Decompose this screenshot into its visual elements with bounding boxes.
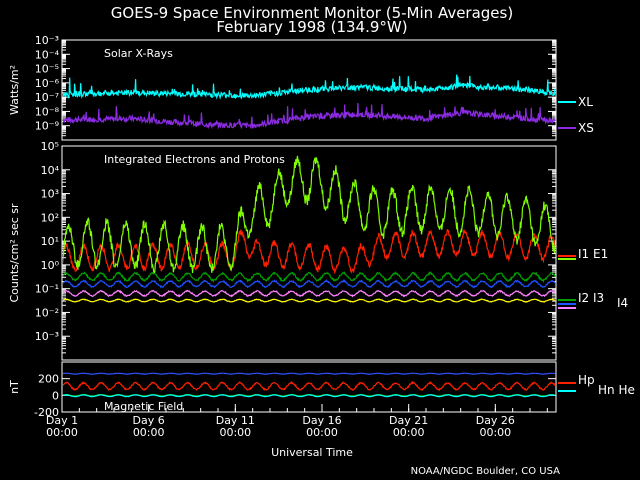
legend-label-hp: Hp <box>578 373 595 387</box>
magnetic-tick-label: 0 <box>52 389 59 402</box>
xray-tick-label: 10⁻⁶ <box>35 77 60 90</box>
magnetic-series-group <box>63 372 555 398</box>
magnetic-series-hn <box>63 394 555 398</box>
xray-tick-label: 10⁻³ <box>35 34 59 47</box>
x-tick-sublabel: 00:00 <box>479 426 511 439</box>
x-tick-label: Day 26 <box>476 414 515 427</box>
legend-label-i2-i3: I2 I3 <box>578 291 604 305</box>
credit-text: NOAA/NGDC Boulder, CO USA <box>411 466 561 477</box>
magnetic-ylabel: nT <box>8 380 21 394</box>
particles-name: Integrated Electrons and Protons <box>104 153 285 166</box>
x-tick-sublabel: 00:00 <box>133 426 165 439</box>
particles-panel: Integrated Electrons and Protons Counts/c… <box>8 140 628 361</box>
xray-series-xl <box>63 74 555 100</box>
xray-tick-label: 10⁻⁷ <box>35 91 59 104</box>
x-axis-label: Universal Time <box>271 446 353 459</box>
xray-tick-label: 10⁻⁹ <box>35 120 59 133</box>
xray-series-group <box>63 74 555 130</box>
legend-label-xs: XS <box>578 121 594 135</box>
particles-series-i2 <box>63 271 555 283</box>
xray-tick-label: 10⁻⁴ <box>35 48 60 61</box>
magnetic-frame <box>61 361 557 413</box>
particles-tick-label: 10⁻¹ <box>35 283 59 296</box>
x-tick-label: Day 1 <box>46 414 78 427</box>
particles-series-e1 <box>63 155 555 274</box>
xray-tick-label: 10⁻⁸ <box>35 105 60 118</box>
legend-label-xl: XL <box>578 95 593 109</box>
x-tick-sublabel: 00:00 <box>219 426 251 439</box>
magnetic-name: Magnetic Field <box>104 400 183 413</box>
particles-frame <box>61 145 557 361</box>
particles-series-i3 <box>63 279 555 289</box>
x-tick-sublabel: 00:00 <box>306 426 338 439</box>
particles-series-group <box>63 155 555 303</box>
magnetic-tick-label: -200 <box>34 406 59 419</box>
magnetic-series-unlabeled <box>63 372 555 375</box>
particles-top-label: 10⁵ <box>41 140 59 153</box>
particles-series-i4 <box>63 289 555 298</box>
x-tick-sublabel: 00:00 <box>46 426 78 439</box>
particles-tick-label: 10¹ <box>41 235 59 248</box>
particles-tick-label: 10⁻² <box>35 306 59 319</box>
magnetic-tick-label: 200 <box>38 373 59 386</box>
particles-series-unlabeled <box>63 298 555 303</box>
x-tick-sublabel: 00:00 <box>393 426 425 439</box>
x-tick-label: Day 21 <box>389 414 428 427</box>
legend-label-hn-he: Hn He <box>598 383 635 397</box>
xray-name: Solar X-Rays <box>104 47 173 60</box>
particles-tick-label: 10² <box>41 211 59 224</box>
particles-tick-label: 10⁻³ <box>35 330 59 343</box>
xray-tick-label: 10⁻⁵ <box>35 63 59 76</box>
x-tick-label: Day 16 <box>302 414 341 427</box>
chart-subtitle: February 1998 (134.9°W) <box>216 18 407 36</box>
particles-series-i1 <box>63 229 555 275</box>
particles-ylabel: Counts/cm² sec sr <box>8 203 21 303</box>
legend-label-i4: I4 <box>617 296 628 310</box>
chart-title: GOES-9 Space Environment Monitor (5-Min … <box>111 4 513 22</box>
magnetic-series-hp <box>63 380 555 392</box>
particles-tick-label: 10⁴ <box>41 164 60 177</box>
particles-tick-label: 10³ <box>41 188 59 201</box>
xray-panel: Solar X-Rays Watts/m² 10⁻³10⁻⁴ 10⁻⁵10⁻⁶10⁻⁷… <box>8 34 594 141</box>
legend-label-i1-e1: I1 E1 <box>578 247 608 261</box>
xray-ylabel: Watts/m² <box>8 65 21 115</box>
particles-tick-label: 10⁰ <box>41 259 60 272</box>
x-tick-label: Day 11 <box>216 414 255 427</box>
x-tick-label: Day 6 <box>133 414 165 427</box>
xray-series-xs <box>63 102 555 130</box>
